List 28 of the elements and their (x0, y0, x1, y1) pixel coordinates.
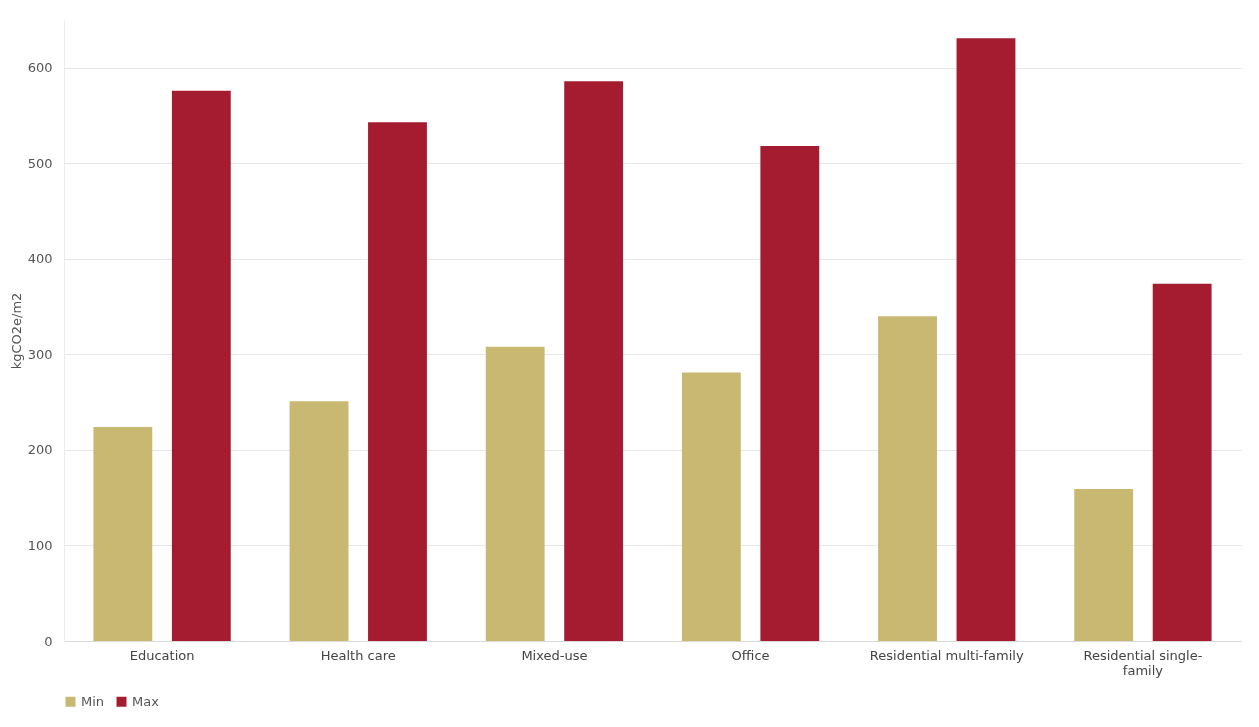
bar (956, 38, 1016, 641)
x-tick-label: Residential single-family (1083, 647, 1203, 678)
bar (681, 372, 741, 641)
legend-label: Max (132, 693, 160, 709)
y-tick-label: 0 (44, 633, 53, 649)
y-tick-label: 400 (27, 251, 53, 267)
x-tick-label: Education (129, 647, 195, 663)
bar (564, 81, 624, 641)
bar (760, 146, 820, 641)
y-tick-label: 100 (27, 537, 53, 553)
bar (289, 401, 349, 641)
bar (485, 346, 545, 641)
y-tick-label: 300 (27, 346, 53, 362)
y-tick-label: 200 (27, 442, 53, 458)
legend-label: Min (81, 693, 105, 709)
bar (368, 122, 427, 641)
bar (1074, 489, 1134, 641)
x-tick-label: Health care (320, 647, 396, 663)
y-tick-label: 500 (27, 155, 53, 171)
x-tick-label: Residential multi-family (869, 647, 1024, 663)
y-axis-title: kgCO2e/m2 (8, 292, 24, 370)
x-tick-label: Office (731, 647, 770, 663)
x-tick-label: Mixed-use (521, 647, 588, 663)
y-tick-label: 600 (27, 60, 53, 76)
bar (171, 90, 231, 641)
bar (878, 316, 937, 641)
bar (1152, 283, 1212, 641)
bar (93, 426, 153, 641)
